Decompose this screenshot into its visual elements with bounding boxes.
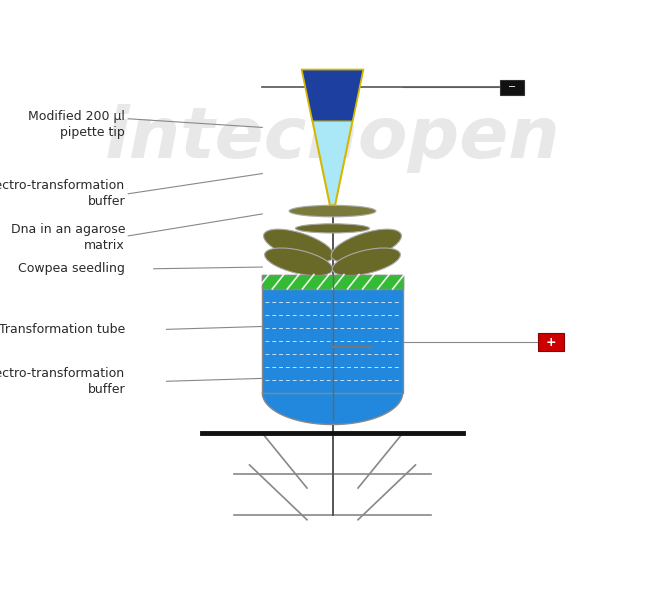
Polygon shape <box>302 70 363 206</box>
Text: Dna in an agarose
matrix: Dna in an agarose matrix <box>11 222 125 252</box>
Text: Cowpea seedling: Cowpea seedling <box>18 262 125 275</box>
Ellipse shape <box>331 229 402 262</box>
Bar <box>538 334 564 351</box>
Text: Modified 200 µl
pipette tip: Modified 200 µl pipette tip <box>28 110 125 139</box>
Polygon shape <box>262 393 403 424</box>
Bar <box>500 79 524 94</box>
Ellipse shape <box>295 224 370 233</box>
Text: Electro-transformation
buffer: Electro-transformation buffer <box>0 179 125 209</box>
Ellipse shape <box>263 229 334 262</box>
Text: −: − <box>508 82 516 92</box>
Text: intechopen: intechopen <box>104 105 561 174</box>
Text: +: + <box>545 335 556 349</box>
Bar <box>262 275 403 393</box>
Polygon shape <box>302 70 363 121</box>
Text: Electro-transformation
buffer: Electro-transformation buffer <box>0 367 125 396</box>
Bar <box>262 275 403 289</box>
Ellipse shape <box>265 248 332 276</box>
Text: Transformation tube: Transformation tube <box>0 323 125 336</box>
Ellipse shape <box>332 248 400 276</box>
Ellipse shape <box>289 206 376 217</box>
